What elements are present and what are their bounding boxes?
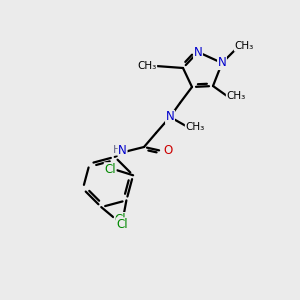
Text: Cl: Cl (115, 213, 126, 226)
Text: Cl: Cl (104, 163, 116, 176)
Text: Cl: Cl (117, 218, 128, 231)
Text: CH₃: CH₃ (226, 91, 246, 101)
Text: CH₃: CH₃ (185, 122, 205, 132)
Text: CH₃: CH₃ (137, 61, 157, 71)
Text: N: N (166, 110, 174, 124)
Text: H: H (112, 145, 121, 155)
Text: O: O (164, 145, 172, 158)
Text: N: N (218, 56, 226, 70)
Text: N: N (194, 46, 202, 59)
Text: N: N (118, 143, 127, 157)
Text: CH₃: CH₃ (234, 41, 254, 51)
